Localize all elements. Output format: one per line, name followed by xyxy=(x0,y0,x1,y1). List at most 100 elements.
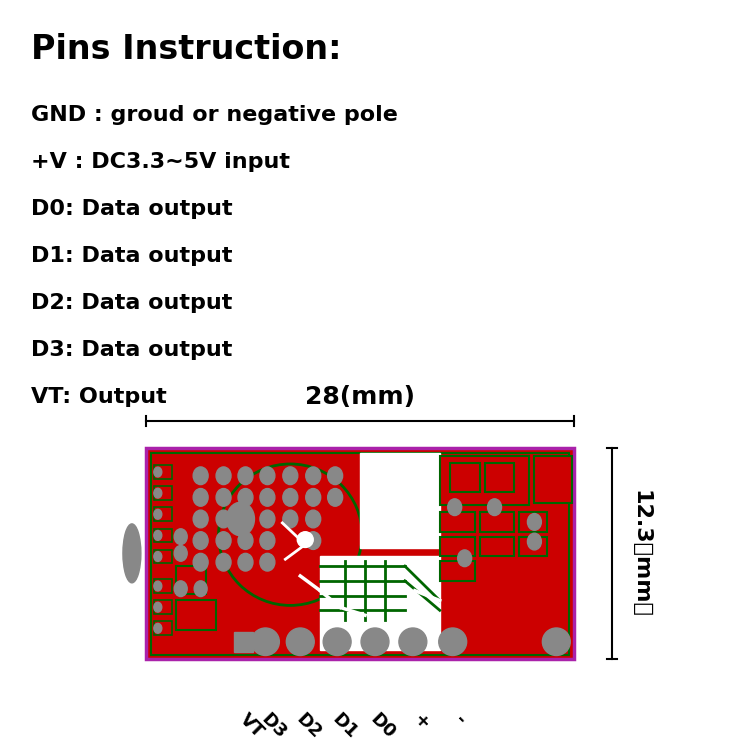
Bar xyxy=(520,512,548,532)
Ellipse shape xyxy=(306,467,321,484)
Ellipse shape xyxy=(174,580,188,596)
Bar xyxy=(176,601,215,630)
Ellipse shape xyxy=(154,623,162,633)
Bar xyxy=(151,453,569,655)
Bar xyxy=(440,512,475,532)
Ellipse shape xyxy=(260,467,274,484)
Ellipse shape xyxy=(154,509,162,519)
Ellipse shape xyxy=(216,488,231,506)
Ellipse shape xyxy=(306,532,321,550)
Ellipse shape xyxy=(216,532,231,550)
Ellipse shape xyxy=(323,628,351,656)
Text: GND : groud or negative pole: GND : groud or negative pole xyxy=(32,104,398,125)
Ellipse shape xyxy=(154,581,162,591)
Bar xyxy=(154,486,172,500)
Ellipse shape xyxy=(488,499,502,515)
Ellipse shape xyxy=(306,510,321,528)
Ellipse shape xyxy=(154,467,162,477)
Bar xyxy=(154,465,172,479)
Text: D1: Data output: D1: Data output xyxy=(32,246,232,266)
Ellipse shape xyxy=(194,510,208,528)
Ellipse shape xyxy=(542,628,570,656)
Ellipse shape xyxy=(194,488,208,506)
Text: D0: D0 xyxy=(367,710,399,742)
Text: D1: D1 xyxy=(329,710,362,742)
Ellipse shape xyxy=(328,467,343,484)
Ellipse shape xyxy=(154,530,162,540)
Ellipse shape xyxy=(238,510,253,528)
Bar xyxy=(233,632,254,652)
Text: VT: Output: VT: Output xyxy=(32,387,167,407)
Ellipse shape xyxy=(448,499,462,515)
Bar xyxy=(479,537,514,556)
Bar xyxy=(450,463,479,493)
Text: D3: D3 xyxy=(257,710,290,742)
Text: Pins Instruction:: Pins Instruction: xyxy=(32,33,342,66)
Bar xyxy=(320,556,440,650)
Ellipse shape xyxy=(283,467,298,484)
Text: -: - xyxy=(452,710,470,728)
Ellipse shape xyxy=(439,628,466,656)
Bar xyxy=(535,456,572,503)
Circle shape xyxy=(218,464,362,605)
Ellipse shape xyxy=(194,554,208,571)
Text: D2: D2 xyxy=(292,710,324,742)
Ellipse shape xyxy=(527,533,542,550)
Ellipse shape xyxy=(286,628,314,656)
Bar xyxy=(440,561,475,580)
Text: 28(mm): 28(mm) xyxy=(305,385,415,409)
Ellipse shape xyxy=(226,503,254,536)
Bar xyxy=(479,512,514,532)
Ellipse shape xyxy=(283,488,298,506)
Text: D2: Data output: D2: Data output xyxy=(32,293,232,313)
Ellipse shape xyxy=(233,503,248,521)
Bar xyxy=(440,456,530,506)
Ellipse shape xyxy=(458,550,472,566)
Ellipse shape xyxy=(260,554,274,571)
Bar xyxy=(154,622,172,635)
Bar xyxy=(146,448,574,659)
Text: D3: Data output: D3: Data output xyxy=(32,340,232,360)
Ellipse shape xyxy=(527,514,542,530)
Ellipse shape xyxy=(154,551,162,562)
Ellipse shape xyxy=(238,532,253,550)
Text: +V : DC3.3~5V input: +V : DC3.3~5V input xyxy=(32,152,290,172)
Text: VT: VT xyxy=(236,710,267,742)
Bar xyxy=(154,600,172,614)
Text: 12.3（mm）: 12.3（mm） xyxy=(630,490,650,618)
Ellipse shape xyxy=(194,532,208,550)
Ellipse shape xyxy=(194,467,208,484)
Ellipse shape xyxy=(216,554,231,571)
Bar xyxy=(176,566,206,593)
Ellipse shape xyxy=(216,467,231,484)
Bar xyxy=(154,579,172,593)
Ellipse shape xyxy=(283,510,298,528)
Text: +: + xyxy=(410,710,433,734)
Ellipse shape xyxy=(361,628,389,656)
Ellipse shape xyxy=(251,628,279,656)
Bar xyxy=(360,453,440,548)
Ellipse shape xyxy=(238,467,253,484)
Ellipse shape xyxy=(174,529,188,544)
Ellipse shape xyxy=(154,488,162,498)
Text: D0: Data output: D0: Data output xyxy=(32,199,233,219)
Bar xyxy=(520,537,548,556)
Ellipse shape xyxy=(260,488,274,506)
Ellipse shape xyxy=(123,524,141,583)
Ellipse shape xyxy=(328,488,343,506)
Ellipse shape xyxy=(238,554,253,571)
Bar xyxy=(154,508,172,521)
Ellipse shape xyxy=(216,510,231,528)
Ellipse shape xyxy=(174,545,188,561)
Bar xyxy=(484,463,514,493)
Bar xyxy=(440,537,475,556)
Ellipse shape xyxy=(260,510,274,528)
Bar xyxy=(154,529,172,542)
Ellipse shape xyxy=(154,602,162,612)
Ellipse shape xyxy=(399,628,427,656)
Bar xyxy=(154,550,172,563)
Ellipse shape xyxy=(260,532,274,550)
Ellipse shape xyxy=(306,488,321,506)
Ellipse shape xyxy=(238,488,253,506)
Ellipse shape xyxy=(194,580,207,596)
